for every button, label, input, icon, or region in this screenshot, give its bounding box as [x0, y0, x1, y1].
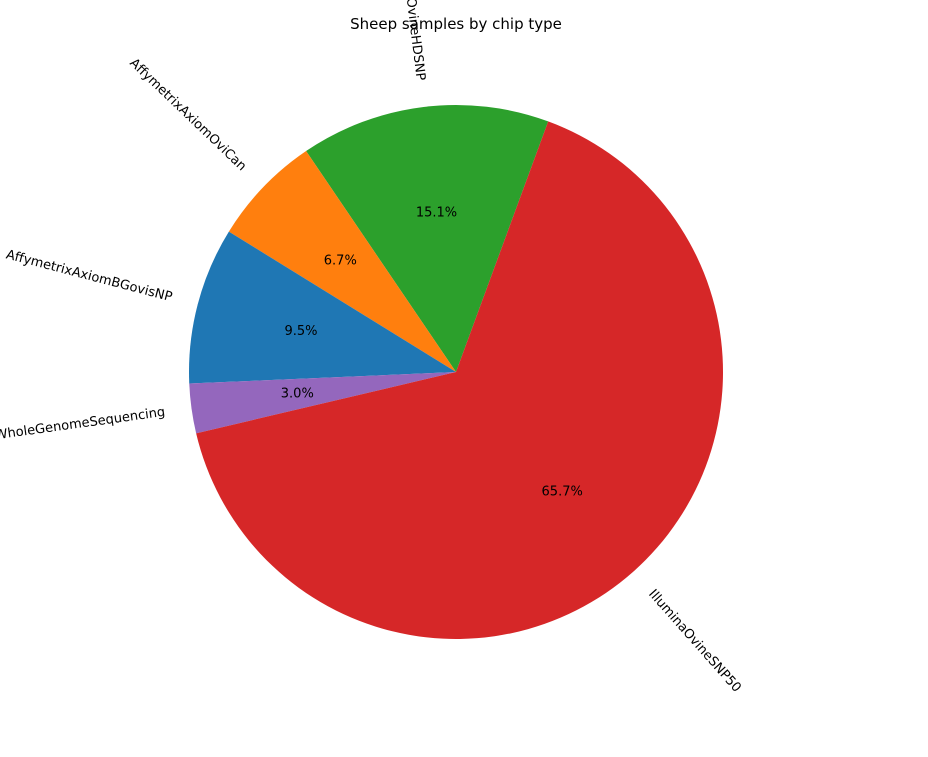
percent-label-affymetrixaxiombgovisnp: 9.5% — [284, 324, 317, 339]
pie-slice-illuminaovinesnp50 — [196, 121, 724, 639]
percent-label-wholegenomesequencing: 3.0% — [281, 387, 314, 402]
slice-label-illuminaovinehdsnp: IlluminaOvineHDSNP — [396, 0, 427, 82]
percent-label-affymetrixaxiomovican: 6.7% — [324, 254, 357, 269]
pie-slice-illuminaovinehdsnp — [306, 104, 549, 372]
percent-labels: 15.1% 6.7% 9.5% 3.0% 65.7% — [281, 206, 583, 500]
pie-slice-wholegenomesequencing — [189, 372, 456, 434]
pie-slice-affymetrixaxiombgovisnp — [188, 231, 456, 384]
slice-label-wholegenomesequencing: WholeGenomeSequencing — [0, 405, 166, 443]
slice-label-affymetrixaxiomovican: AffymetrixAxiomOviCan — [126, 56, 249, 174]
slice-label-illuminaovinesnp50: IlluminaOvineSNP50 — [645, 587, 744, 696]
percent-label-illuminaovinehdsnp: 15.1% — [416, 206, 457, 221]
chart-title: Sheep samples by chip type — [350, 15, 562, 33]
slice-label-affymetrixaxiombgovisnp: AffymetrixAxiomBGovisNP — [4, 247, 174, 305]
pie-slice-affymetrixaxiomovican — [228, 151, 456, 372]
percent-label-illuminaovinesnp50: 65.7% — [542, 484, 583, 499]
pie-slices — [188, 104, 724, 639]
